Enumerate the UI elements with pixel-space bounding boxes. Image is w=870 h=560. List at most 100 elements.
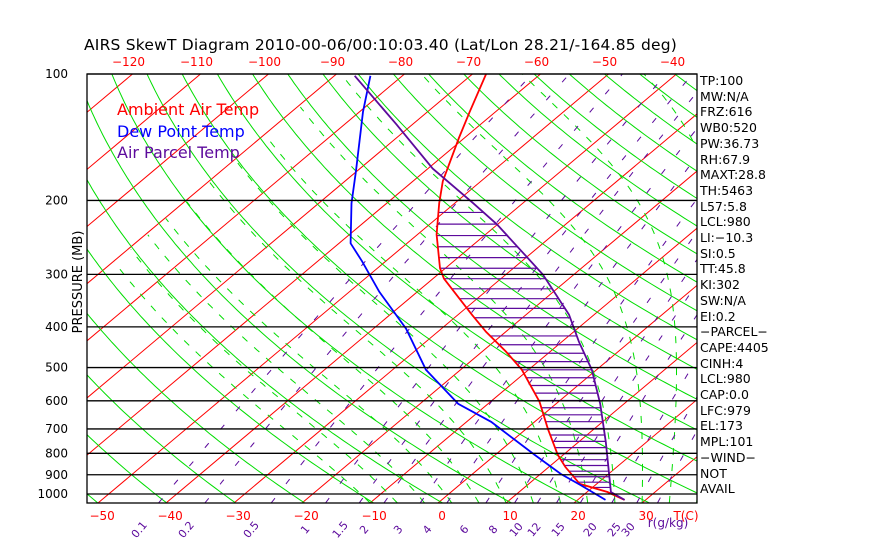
dry-adiabat-line <box>768 65 870 503</box>
mixing-ratio-line <box>270 74 624 503</box>
stability-index-item: RH:67.9 <box>700 151 751 167</box>
stability-index-item: L57:5.8 <box>700 198 747 214</box>
legend-air-parcel-temp: Air Parcel Temp <box>117 143 240 162</box>
isotherm-line <box>437 284 697 503</box>
dry-adiabat-line <box>463 74 697 255</box>
dry-adiabat-line <box>837 65 870 503</box>
dry-adiabat-line <box>427 74 697 283</box>
mixing-ratio-tick-label: 0.1 <box>129 519 150 541</box>
plot-frame <box>86 73 698 504</box>
dry-adiabat-line <box>252 74 697 431</box>
dry-adiabat-line <box>568 74 697 172</box>
stability-index-item: KI:302 <box>700 277 740 293</box>
mixing-ratio-line <box>358 74 693 503</box>
stability-index-item: SI:0.5 <box>700 245 736 261</box>
pressure-tick-label: 700 <box>45 422 68 436</box>
dry-adiabat-line <box>287 74 697 400</box>
dewpoint-curve <box>349 75 606 501</box>
top-temp-tick-label: −120 <box>112 55 145 69</box>
isotherm-line <box>87 74 542 456</box>
stability-index-item: LCL:980 <box>700 214 751 230</box>
isotherm-line <box>87 74 338 285</box>
pressure-tick-label: 400 <box>45 320 68 334</box>
dry-adiabat-line <box>87 99 512 503</box>
dry-adiabat-line <box>87 178 443 503</box>
mixing-ratio-line <box>446 155 697 503</box>
bottom-temp-tick-label: −20 <box>293 509 318 523</box>
stability-index-item: −PARCEL− <box>700 324 768 340</box>
legend-dew-point-temp: Dew Point Temp <box>117 122 245 141</box>
mixing-ratio-tick-label: 3 <box>391 523 405 537</box>
isotherm-line <box>369 227 697 503</box>
x-axis-label: T(C) <box>672 509 698 523</box>
dry-adiabat-line <box>87 374 236 503</box>
dry-adiabat-line <box>87 312 305 503</box>
mixing-ratio-line <box>657 429 697 503</box>
isotherm-line <box>0 65 8 503</box>
stability-index-item: TP:100 <box>700 73 744 88</box>
top-temp-tick-label: −70 <box>456 55 481 69</box>
stability-index-item: LCL:980 <box>700 371 751 387</box>
pressure-tick-label: 800 <box>45 446 68 460</box>
mixing-ratio-tick-label: 30 <box>619 520 638 539</box>
dry-adiabat-line <box>357 74 697 341</box>
moist-adiabat-line <box>113 261 371 503</box>
pressure-tick-label: 1000 <box>37 487 68 501</box>
dry-adiabat-line <box>498 74 697 227</box>
bottom-temp-tick-label: −50 <box>89 509 114 523</box>
stability-index-item: LFC:979 <box>700 402 751 418</box>
mixing-ratio-line <box>485 198 697 503</box>
top-temp-tick-label: −90 <box>320 55 345 69</box>
parcel-temp-curve <box>354 75 626 501</box>
pressure-tick-label: 100 <box>45 67 68 81</box>
moist-adiabat-line <box>235 159 534 503</box>
stability-index-item: WB0:520 <box>700 120 757 136</box>
moist-adiabat-line <box>521 74 677 503</box>
top-temp-tick-label: −80 <box>388 55 413 69</box>
isotherm-line <box>87 74 202 171</box>
stability-index-item: CAPE:4405 <box>700 339 769 355</box>
moist-adiabat-line <box>643 74 697 503</box>
top-temp-tick-label: −100 <box>248 55 281 69</box>
mixing-ratio-tick-label: 1 <box>298 523 312 537</box>
bottom-temp-tick-label: −30 <box>225 509 250 523</box>
mixing-ratio-line <box>536 258 697 503</box>
isotherm-line <box>87 74 270 228</box>
bottom-temp-tick-label: 30 <box>638 509 653 523</box>
stability-index-item: PW:36.73 <box>700 135 760 151</box>
mixing-ratio-tick-label: 6 <box>457 523 471 537</box>
stability-index-item: CINH:4 <box>700 355 744 371</box>
mixing-ratio-line <box>514 231 697 503</box>
y-axis-label: PRESSURE (MB) <box>71 231 86 334</box>
dry-adiabat-line <box>146 74 650 503</box>
mixing-ratio-tick-label: 2 <box>357 523 371 537</box>
bottom-temp-tick-label: 20 <box>570 509 585 523</box>
dry-adiabat-line <box>674 74 697 92</box>
stability-index-item: MW:N/A <box>700 88 749 104</box>
mixing-ratio-line <box>158 74 533 503</box>
moist-adiabat-line <box>147 234 425 503</box>
top-temp-tick-label: −50 <box>592 55 617 69</box>
bottom-temp-tick-label: −40 <box>157 509 182 523</box>
isotherm-line <box>87 74 406 342</box>
bottom-temp-tick-label: 10 <box>502 509 517 523</box>
mixing-ratio-tick-label: 1.5 <box>330 519 351 541</box>
moist-adiabat-line <box>340 74 616 503</box>
dry-adiabat-line <box>181 74 697 494</box>
isotherm-line <box>0 65 76 503</box>
stability-index-item: EI:0.2 <box>700 308 736 324</box>
pressure-tick-label: 300 <box>45 267 68 281</box>
stability-index-item: MPL:101 <box>700 434 754 450</box>
dry-adiabat-line <box>603 74 697 145</box>
top-temp-tick-label: −40 <box>660 55 685 69</box>
stability-index-item: EL:173 <box>700 418 743 434</box>
dry-adiabat-line <box>392 74 697 312</box>
pressure-tick-label: 500 <box>45 361 68 375</box>
mixing-ratio-axis-label: r(g/kg) <box>648 516 689 530</box>
bottom-temp-tick-label: −10 <box>361 509 386 523</box>
isotherm-line <box>505 341 697 503</box>
pressure-tick-label: 600 <box>45 394 68 408</box>
isotherm-line <box>778 65 870 503</box>
mixing-ratio-line <box>383 91 697 503</box>
